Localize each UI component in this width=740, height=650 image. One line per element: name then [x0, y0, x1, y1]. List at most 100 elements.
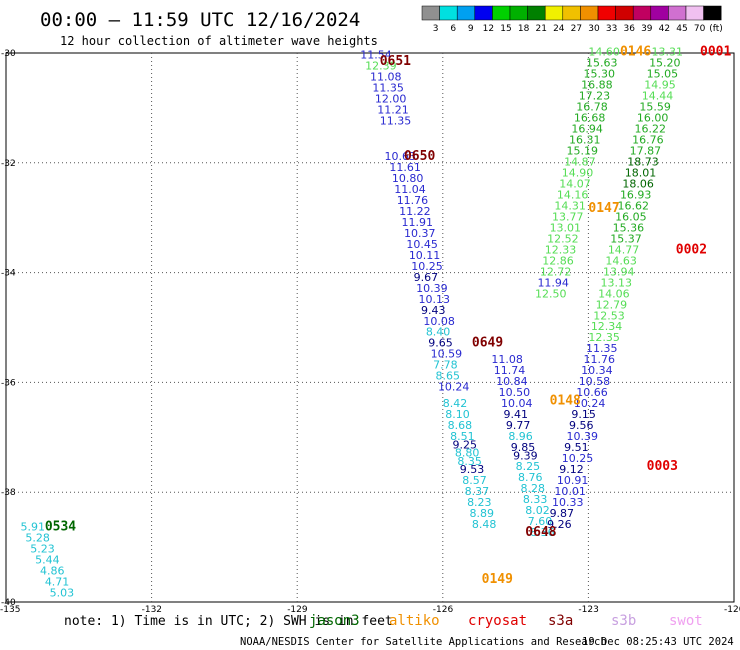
- swh-value: 9.85: [511, 441, 536, 454]
- swh-value: 10.50: [499, 386, 531, 399]
- swh-value: 14.07: [559, 178, 591, 191]
- swh-value: 16.78: [576, 101, 608, 114]
- satellite-cryosat: cryosat: [468, 613, 527, 629]
- swh-value: 15.20: [649, 57, 681, 70]
- scale-swatch: [615, 5, 634, 21]
- footer-credit: NOAA/NESDIS Center for Satellite Applica…: [240, 636, 607, 648]
- swh-value: 15.59: [639, 101, 671, 114]
- scale-label: 33: [606, 24, 617, 34]
- scale-swatch: [668, 5, 687, 21]
- swh-value: 9.12: [559, 463, 584, 476]
- swh-value: 12.33: [545, 243, 577, 256]
- x-tick-label: -123: [578, 605, 598, 615]
- scale-swatch: [492, 5, 511, 21]
- track-id-label: 0003: [647, 459, 678, 474]
- swh-value: 13.94: [603, 265, 635, 278]
- swh-value: 10.39: [567, 430, 599, 443]
- swh-value: 17.87: [630, 145, 662, 158]
- swh-value: 10.84: [496, 375, 527, 388]
- swh-value: 5.03: [50, 587, 75, 600]
- scale-label: 42: [659, 24, 670, 34]
- swh-value: 10.39: [416, 282, 448, 295]
- swh-value: 14.95: [644, 79, 676, 92]
- scale-label: 21: [535, 24, 546, 34]
- swh-value: 4.86: [40, 565, 64, 578]
- swh-value: 8.80: [455, 447, 480, 460]
- swh-value: 16.68: [574, 112, 606, 125]
- swh-value: 8.48: [472, 518, 497, 531]
- swh-value: 9.67: [414, 271, 439, 284]
- swh-value: 9.77: [506, 419, 530, 432]
- scale-swatch: [632, 5, 652, 21]
- track-id-label: 0148: [550, 393, 581, 408]
- swh-value: 5.91: [21, 521, 45, 534]
- swh-value: 11.76: [584, 353, 616, 366]
- track-id-label: 0146: [620, 45, 651, 60]
- swh-value: 12.39: [365, 59, 397, 72]
- swh-value: 14.60: [588, 46, 620, 59]
- scale-swatch: [685, 5, 704, 21]
- swh-value: 16.76: [632, 134, 664, 147]
- scale-label: 39: [641, 24, 653, 34]
- swh-value: 10.80: [392, 172, 424, 185]
- swh-value: 14.77: [608, 243, 640, 256]
- swh-value: 11.35: [372, 81, 404, 94]
- swh-value: 8.96: [508, 430, 533, 443]
- swh-value: 16.05: [615, 210, 647, 223]
- color-scale: 3 6 9 12 15 18 21 24 27 30 33 36 39 42 45 70 (ft): [421, 5, 723, 34]
- swh-value: 13.31: [651, 46, 683, 59]
- swh-value: 9.26: [547, 518, 572, 531]
- satellite-legend: jason3 altiko cryosat s3a s3b swot: [309, 613, 703, 629]
- swh-value: 13.13: [601, 276, 633, 289]
- swh-value: 11.74: [494, 364, 526, 377]
- swh-value: 9.87: [550, 507, 575, 520]
- swh-value: 9.56: [569, 419, 594, 432]
- swh-value: 18.01: [625, 167, 657, 180]
- track-id-label: 0649: [472, 336, 503, 351]
- swh-value: 14.87: [564, 156, 596, 169]
- chart-title: 00:00 – 11:59 UTC 12/16/2024: [40, 9, 360, 31]
- satellite-altiko: altiko: [389, 613, 440, 629]
- scale-label: 36: [623, 24, 635, 34]
- swh-value: 10.24: [438, 381, 470, 394]
- swh-value: 14.16: [557, 188, 589, 201]
- scale-label: 12: [483, 24, 494, 34]
- swh-value: 10.37: [404, 227, 436, 240]
- swh-value: 11.04: [394, 183, 426, 196]
- track-id-label: 0149: [482, 572, 513, 587]
- swh-value: 11.21: [377, 103, 409, 116]
- swh-value: 10.01: [554, 485, 586, 498]
- data-labels: 11.5412.3911.0811.3512.0011.2111.3510.63…: [21, 46, 683, 600]
- scale-swatch: [703, 5, 722, 21]
- swh-value: 8.42: [443, 397, 468, 410]
- swh-value: 16.00: [637, 112, 669, 125]
- swh-value: 8.35: [457, 455, 482, 468]
- y-tick-label: -40: [1, 598, 16, 608]
- swh-value: 8.68: [448, 419, 473, 432]
- grid-lines: [6, 53, 734, 602]
- swh-value: 9.39: [513, 449, 538, 462]
- track-id-label: 0651: [380, 54, 411, 69]
- scale-swatch: [439, 5, 458, 21]
- swh-value: 8.89: [469, 507, 494, 520]
- swh-value: 15.30: [584, 68, 616, 81]
- swh-value: 9.51: [564, 441, 589, 454]
- swh-value: 8.76: [518, 471, 543, 484]
- track-id-label: 0147: [588, 201, 619, 216]
- swh-value: 8.51: [450, 430, 475, 443]
- x-tick-label: -126: [433, 605, 454, 615]
- swh-value: 18.73: [627, 156, 659, 169]
- scale-label: 9: [468, 24, 474, 34]
- scale-label: 27: [571, 24, 582, 34]
- scale-swatch: [544, 5, 564, 21]
- swh-value: 10.13: [419, 293, 451, 306]
- swh-value: 10.66: [576, 386, 608, 399]
- y-tick-label: -38: [1, 488, 16, 498]
- swh-value: 16.22: [635, 123, 667, 136]
- satellite-jason3: jason3: [309, 613, 360, 629]
- swh-value: 8.65: [436, 370, 461, 383]
- swh-value: 11.94: [537, 276, 569, 289]
- x-tick-label: -120: [724, 605, 740, 615]
- swh-value: 9.65: [428, 337, 453, 350]
